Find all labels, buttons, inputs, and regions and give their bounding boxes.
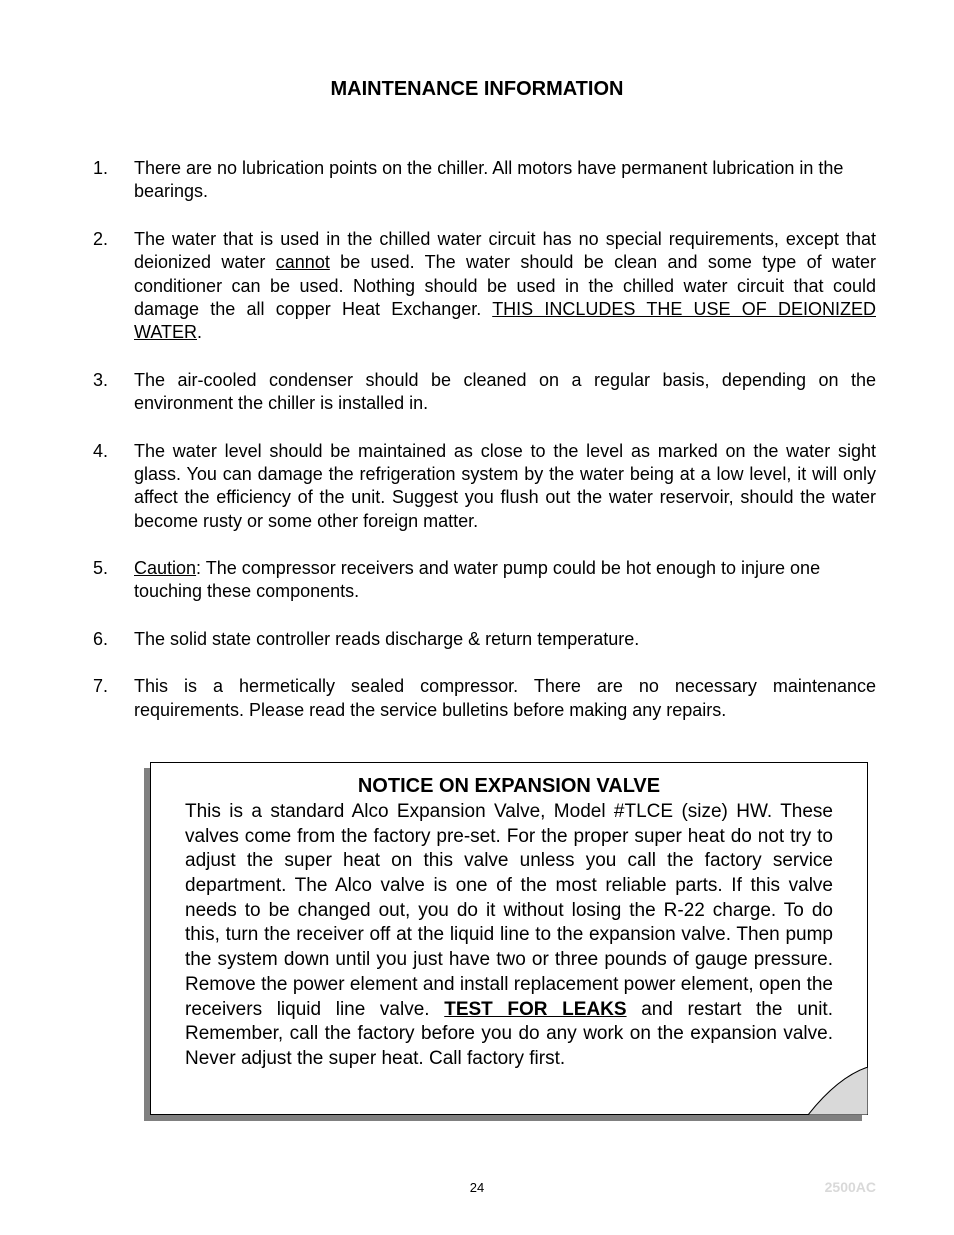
document-page: MAINTENANCE INFORMATION 1. There are no …	[0, 0, 954, 1235]
item-number: 6.	[78, 628, 108, 651]
footer-code: 2500AC	[825, 1179, 876, 1195]
maintenance-list: 1. There are no lubrication points on th…	[78, 157, 876, 722]
list-item: 5. Caution: The compressor receivers and…	[78, 557, 876, 604]
item-body: The solid state controller reads dischar…	[134, 628, 876, 651]
notice-body: This is a standard Alco Expansion Valve,…	[185, 800, 833, 1072]
item-number: 3.	[78, 369, 108, 392]
page-title: MAINTENANCE INFORMATION	[78, 78, 876, 101]
list-item: 3. The air-cooled condenser should be cl…	[78, 369, 876, 416]
list-item: 1. There are no lubrication points on th…	[78, 157, 876, 204]
item-body: The water that is used in the chilled wa…	[134, 228, 876, 345]
item-number: 1.	[78, 157, 108, 180]
list-item: 2. The water that is used in the chilled…	[78, 228, 876, 345]
notice-container: NOTICE ON EXPANSION VALVE This is a stan…	[150, 762, 868, 1115]
list-item: 6. The solid state controller reads disc…	[78, 628, 876, 651]
item-number: 2.	[78, 228, 108, 251]
item-body: There are no lubrication points on the c…	[134, 157, 876, 204]
item-number: 5.	[78, 557, 108, 580]
item-body: The water level should be maintained as …	[134, 440, 876, 534]
notice-box: NOTICE ON EXPANSION VALVE This is a stan…	[150, 762, 868, 1115]
page-curl-icon	[808, 1067, 868, 1115]
item-body: The air-cooled condenser should be clean…	[134, 369, 876, 416]
item-number: 4.	[78, 440, 108, 463]
item-body: Caution: The compressor receivers and wa…	[134, 557, 876, 604]
list-item: 7. This is a hermetically sealed compres…	[78, 675, 876, 722]
item-body: This is a hermetically sealed compressor…	[134, 675, 876, 722]
list-item: 4. The water level should be maintained …	[78, 440, 876, 534]
page-number: 24	[0, 1180, 954, 1195]
item-number: 7.	[78, 675, 108, 698]
notice-title: NOTICE ON EXPANSION VALVE	[185, 775, 833, 798]
